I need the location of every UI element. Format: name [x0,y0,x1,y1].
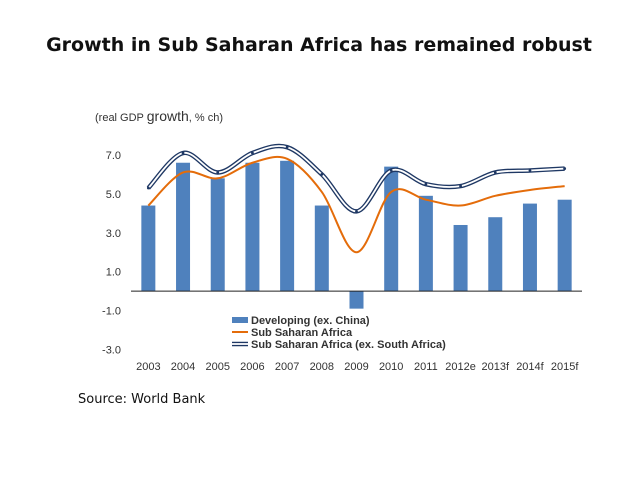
x-tick-label: 2006 [240,361,264,373]
bar [557,199,572,292]
y-tick-label: -1.0 [102,306,121,318]
subtitle-suffix: , % ch) [188,112,224,124]
legend-label: Sub Saharan Africa [251,327,353,339]
series-point-ssa-ex-sa [459,184,462,188]
bar [141,205,156,292]
bar [522,203,537,292]
y-tick-label: 7.0 [106,150,121,162]
bar [384,166,399,292]
series-point-ssa-ex-sa [355,209,358,213]
chart-subtitle: (real GDP growth, % ch) [95,108,223,124]
bar [314,205,329,292]
series-point-ssa-ex-sa [285,145,289,149]
series-point-ssa-ex-sa [146,186,150,190]
series-point-ssa-ex-sa [528,169,532,172]
bar [453,224,468,292]
series-point-ssa-ex-sa [563,167,567,170]
series-point-ssa-ex-sa [251,151,254,155]
bar [349,291,364,309]
bar [176,162,191,292]
x-tick-label: 2015f [551,361,579,373]
x-tick-label: 2014f [516,361,544,373]
x-tick-label: 2007 [275,361,299,373]
subtitle-prefix: (real GDP [95,112,147,124]
series-point-ssa-ex-sa [389,169,393,172]
series-point-ssa-ex-sa [181,151,185,155]
y-tick-label: 3.0 [106,228,121,240]
x-tick-label: 2010 [379,361,403,373]
x-tick-label: 2009 [344,361,368,373]
x-tick-label: 2005 [205,361,229,373]
bar [280,160,295,292]
x-tick-label: 2003 [136,361,160,373]
y-tick-label: -3.0 [102,345,121,357]
legend-label: Developing (ex. China) [251,315,370,327]
series-point-ssa-ex-sa [320,173,324,176]
x-tick-label: 2004 [171,361,195,373]
slide-title: Growth in Sub Saharan Africa has remaine… [46,34,592,56]
series-point-ssa-ex-sa [424,182,428,186]
bar [210,178,225,292]
bar [418,195,433,292]
series-line-ssa [147,155,565,254]
source-note: Source: World Bank [78,392,206,407]
legend-swatch-developing [232,317,248,323]
y-tick-label: 5.0 [106,189,121,201]
legend-label: Sub Saharan Africa (ex. South Africa) [251,339,446,351]
bar [245,162,260,292]
subtitle-emphasis: growth [146,108,189,124]
bar [488,217,503,292]
y-tick-label: 1.0 [106,267,121,279]
x-tick-label: 2013f [482,361,510,373]
series-point-ssa-ex-sa [216,171,220,174]
series-point-ssa-ex-sa [493,171,497,174]
x-tick-label: 2008 [310,361,334,373]
x-tick-label: 2012e [445,361,476,373]
x-tick-label: 2011 [414,361,438,373]
